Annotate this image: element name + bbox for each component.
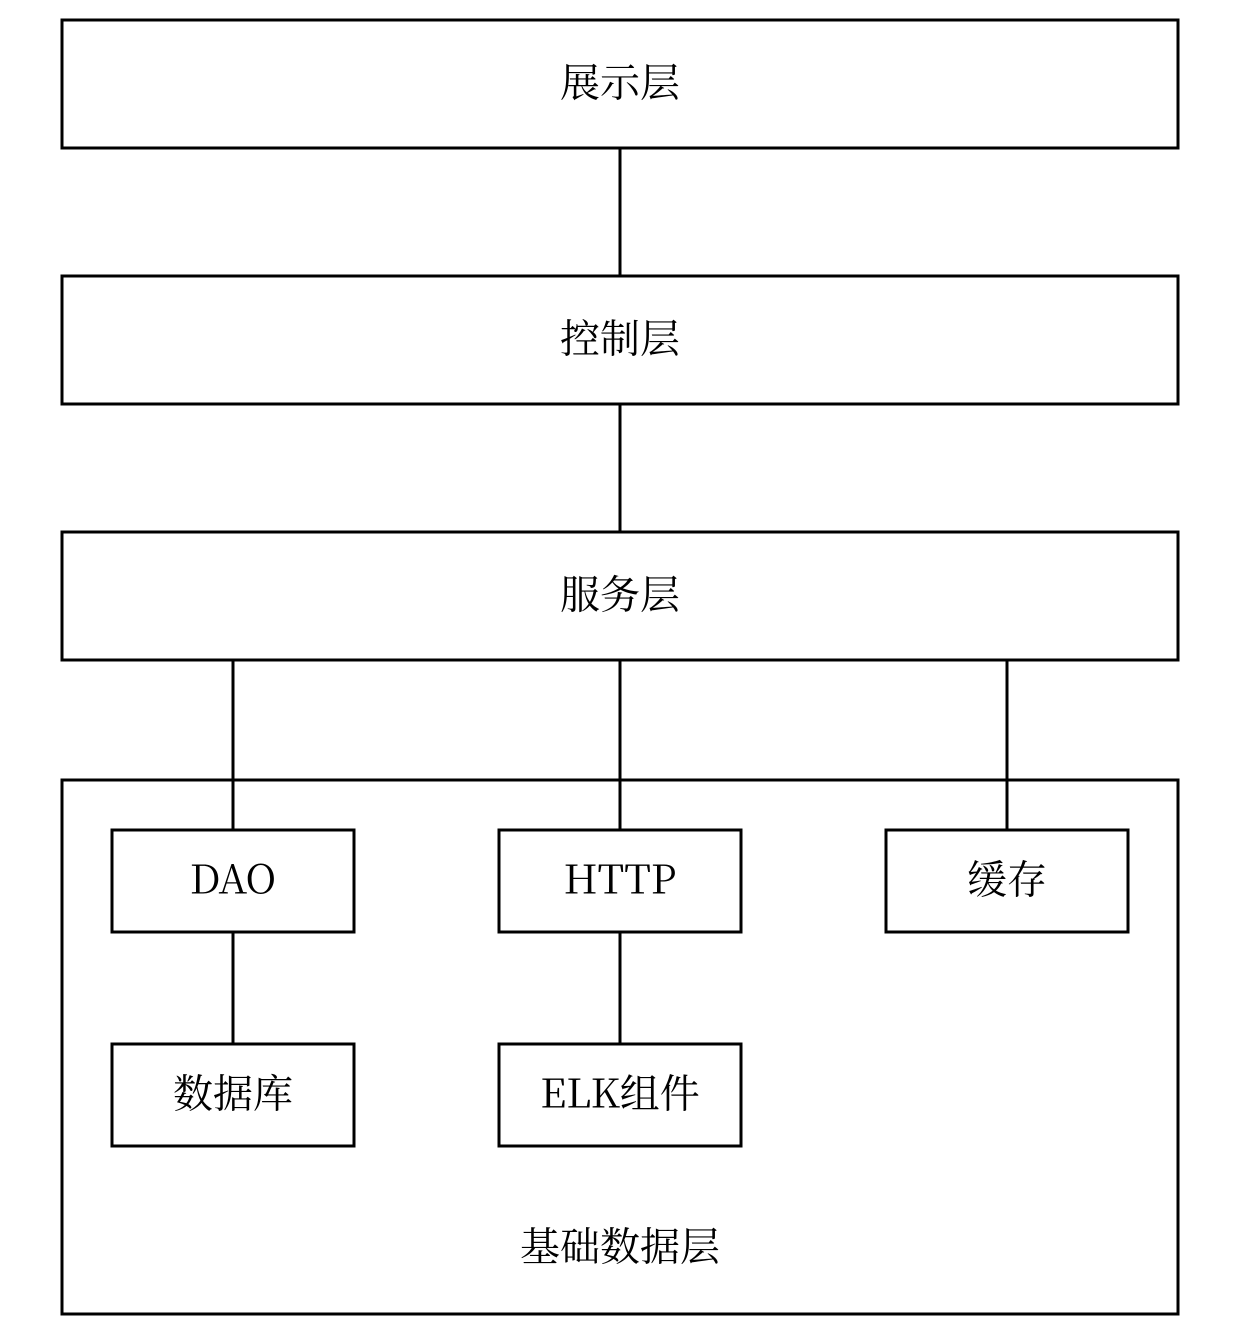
- node-control-label: 控制层: [560, 307, 680, 364]
- node-cache-label: 缓存: [967, 848, 1047, 905]
- container-base_data-label: 基础数据层: [520, 1215, 720, 1272]
- node-http-label: HTTP: [564, 848, 677, 905]
- node-elk-label: ELK组件: [540, 1062, 700, 1119]
- node-service-label: 服务层: [560, 563, 680, 620]
- node-dao-label: DAO: [190, 848, 276, 905]
- node-presentation-label: 展示层: [560, 51, 680, 108]
- node-db-label: 数据库: [173, 1062, 293, 1119]
